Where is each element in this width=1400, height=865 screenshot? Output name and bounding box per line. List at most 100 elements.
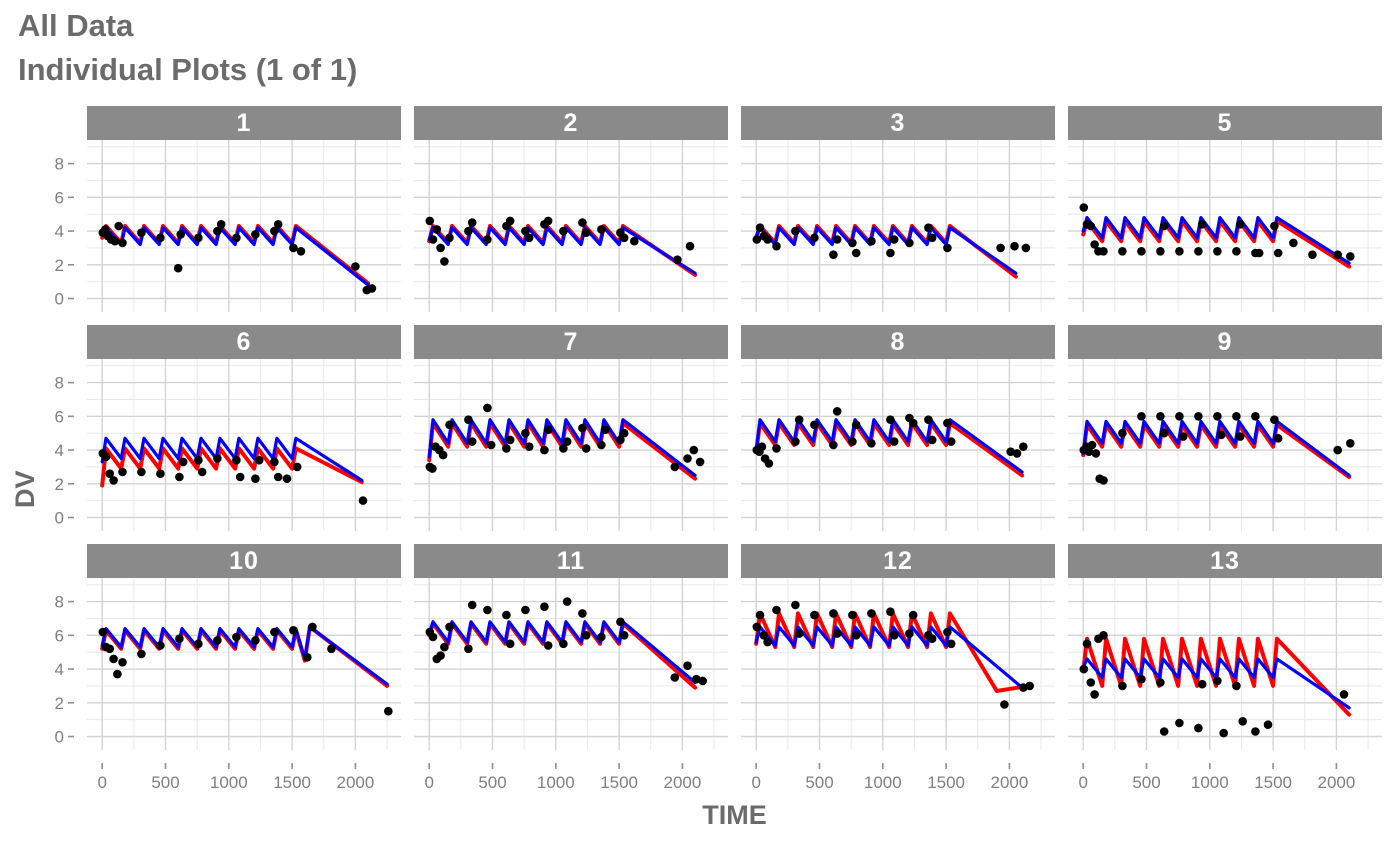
x-tick-label: 2000 xyxy=(1318,773,1356,792)
y-axis: 0 2 4 6 8 xyxy=(55,593,74,747)
facet-strip: 11 xyxy=(414,544,728,578)
pred-line xyxy=(754,418,1024,474)
observations xyxy=(1079,631,1349,738)
x-axis: 0 500 1000 1500 2000 xyxy=(751,763,1029,792)
x-tick-label: 2000 xyxy=(337,773,375,792)
y-tick-label: 8 xyxy=(55,593,64,612)
facet-plot xyxy=(741,578,1055,750)
observations xyxy=(425,403,705,473)
facet-plot xyxy=(741,140,1055,312)
ipred-line xyxy=(100,624,390,688)
x-axis: 0 500 1000 1500 2000 xyxy=(1078,763,1356,792)
facet-panel-12: 12 xyxy=(741,544,1055,750)
y-tick-label: 4 xyxy=(55,222,64,241)
x-tick-label: 1500 xyxy=(273,773,311,792)
x-tick-label: 2000 xyxy=(664,773,702,792)
x-tick-label: 1500 xyxy=(600,773,638,792)
facet-panel-11: 11 xyxy=(414,544,728,750)
facet-panel-10: 10 xyxy=(87,544,401,750)
facet-strip: 6 xyxy=(87,325,401,359)
x-tick-label: 1000 xyxy=(1191,773,1229,792)
facet-panel-13: 13 xyxy=(1068,544,1382,750)
facet-row: 0 2 4 6 8 10 11 12 13 xyxy=(30,544,1382,750)
x-tick-label: 2000 xyxy=(991,773,1029,792)
y-tick-label: 4 xyxy=(55,441,64,460)
facet-strip: 5 xyxy=(1068,106,1382,140)
observations xyxy=(425,216,695,266)
facet-plot xyxy=(741,359,1055,531)
y-tick-label: 6 xyxy=(55,407,64,426)
y-tick-label: 8 xyxy=(55,155,64,174)
observations xyxy=(752,407,1028,468)
y-axis: 0 2 4 6 8 xyxy=(55,155,74,309)
facet-plot xyxy=(87,578,401,750)
x-tick-label: 1000 xyxy=(537,773,575,792)
facet-panel-9: 9 xyxy=(1068,325,1382,531)
pred-line xyxy=(100,226,370,287)
x-tick-label: 500 xyxy=(151,773,179,792)
observations xyxy=(752,223,1031,259)
x-tick-label: 500 xyxy=(1132,773,1160,792)
facet-strip: 9 xyxy=(1068,325,1382,359)
x-tick-label: 1000 xyxy=(864,773,902,792)
observations xyxy=(98,622,393,716)
x-tick-label: 0 xyxy=(751,773,760,792)
facet-panel-5: 5 xyxy=(1068,106,1382,312)
pred-line xyxy=(1081,657,1351,710)
y-tick-label: 8 xyxy=(55,374,64,393)
x-tick-label: 0 xyxy=(97,773,106,792)
facet-strip: 13 xyxy=(1068,544,1382,578)
facet-grid: 0 2 4 6 8 1 2 3 5 0 2 4 6 8 6 7 8 9 0 2 4 6 8 10 11 12 13 0 500 1000 1… xyxy=(30,106,1382,793)
plot-title: All Data xyxy=(18,8,134,43)
y-tick-label: 0 xyxy=(55,290,64,309)
facet-panel-2: 2 xyxy=(414,106,728,312)
facet-strip: 8 xyxy=(741,325,1055,359)
observations xyxy=(425,597,707,686)
facet-plot xyxy=(87,140,401,312)
x-tick-label: 0 xyxy=(424,773,433,792)
x-tick-label: 500 xyxy=(805,773,833,792)
x-axis: 0 500 1000 1500 2000 xyxy=(424,763,702,792)
facet-strip: 3 xyxy=(741,106,1055,140)
facet-plot xyxy=(87,359,401,531)
facet-panel-6: 6 xyxy=(87,325,401,531)
facet-plot xyxy=(414,140,728,312)
facet-panel-8: 8 xyxy=(741,325,1055,531)
y-tick-label: 6 xyxy=(55,626,64,645)
facet-strip: 10 xyxy=(87,544,401,578)
facet-plot xyxy=(1068,140,1382,312)
x-tick-label: 1500 xyxy=(927,773,965,792)
pred-line xyxy=(1081,419,1351,478)
y-tick-label: 0 xyxy=(55,728,64,747)
y-tick-label: 0 xyxy=(55,509,64,528)
x-axis: 0 500 1000 1500 2000 xyxy=(97,763,375,792)
observations xyxy=(1079,203,1355,261)
pred-line xyxy=(427,418,697,478)
x-tick-label: 1500 xyxy=(1254,773,1292,792)
facet-strip: 2 xyxy=(414,106,728,140)
facet-strip: 7 xyxy=(414,325,728,359)
y-tick-label: 2 xyxy=(55,475,64,494)
observations xyxy=(98,220,377,295)
y-axis: 0 2 4 6 8 xyxy=(55,374,74,528)
y-tick-label: 4 xyxy=(55,660,64,679)
observations xyxy=(98,449,368,505)
facet-panel-7: 7 xyxy=(414,325,728,531)
facet-plot xyxy=(1068,578,1382,750)
facet-plot xyxy=(414,578,728,750)
observations xyxy=(1079,412,1355,485)
facet-plot xyxy=(414,359,728,531)
pred-line xyxy=(1081,215,1351,265)
pred-line xyxy=(100,436,364,483)
facet-strip: 1 xyxy=(87,106,401,140)
facet-strip: 12 xyxy=(741,544,1055,578)
x-axis-row: 0 500 1000 1500 2000 0 500 1000 1500 2000 0 500 1000… xyxy=(30,763,1382,793)
observations xyxy=(752,600,1034,709)
x-tick-label: 0 xyxy=(1078,773,1087,792)
x-tick-label: 1000 xyxy=(210,773,248,792)
pred-line xyxy=(100,625,389,686)
facet-panel-3: 3 xyxy=(741,106,1055,312)
